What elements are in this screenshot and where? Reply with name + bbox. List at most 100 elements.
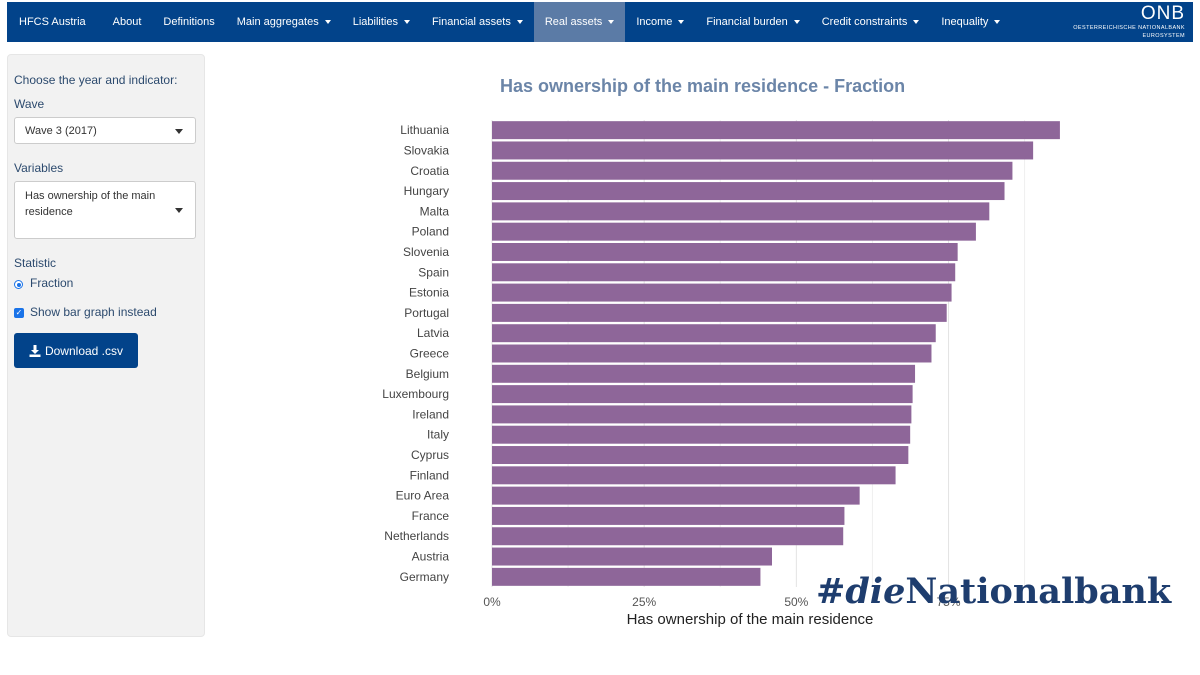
nav-item-financial-assets[interactable]: Financial assets	[421, 2, 534, 42]
sidebar-panel: Choose the year and indicator: Wave Wave…	[7, 54, 205, 637]
chevron-down-icon	[175, 129, 183, 134]
nav-item-label: Real assets	[544, 16, 603, 28]
x-tick-label: 0%	[483, 595, 501, 609]
bar-hungary	[492, 182, 1005, 201]
variables-label: Variables	[14, 161, 64, 175]
bar-germany	[492, 567, 761, 586]
nav-item-inequality[interactable]: Inequality	[930, 2, 1011, 42]
x-tick-label: 25%	[632, 595, 656, 609]
category-label: Spain	[418, 265, 449, 279]
onb-logo-mark: ONB	[1140, 3, 1185, 24]
category-label: Netherlands	[384, 529, 449, 543]
variables-select[interactable]: Has ownership of the main residence	[14, 181, 196, 239]
category-label: Croatia	[410, 164, 449, 178]
caret-down-icon	[403, 20, 410, 24]
category-label: Malta	[420, 204, 450, 218]
nav-item-label: Inequality	[941, 16, 989, 28]
nav-item-liabilities[interactable]: Liabilities	[342, 2, 421, 42]
bar-netherlands	[492, 527, 844, 546]
watermark-rest: Nationalbank	[905, 571, 1172, 612]
wave-select-value: Wave 3 (2017)	[25, 125, 97, 137]
watermark-prefix: #	[816, 571, 846, 612]
nav-item-main-aggregates[interactable]: Main aggregates	[226, 2, 342, 42]
category-label: Lithuania	[400, 123, 449, 137]
bar-euro-area	[492, 486, 860, 505]
watermark-italic: die	[845, 571, 906, 612]
sidebar-intro: Choose the year and indicator:	[14, 73, 178, 87]
caret-down-icon	[324, 20, 331, 24]
bar-portugal	[492, 303, 947, 322]
x-axis-title: Has ownership of the main residence	[627, 611, 874, 628]
nav-item-definitions[interactable]: Definitions	[152, 2, 225, 42]
category-label: Euro Area	[396, 489, 450, 503]
bar-ireland	[492, 405, 912, 424]
category-label: Latvia	[417, 326, 449, 340]
nav-item-financial-burden[interactable]: Financial burden	[695, 2, 810, 42]
category-label: France	[412, 509, 450, 523]
fraction-radio[interactable]	[14, 280, 23, 289]
nav-item-label: Liabilities	[352, 16, 398, 28]
category-label: Finland	[410, 468, 449, 482]
nav-item-label: Income	[636, 16, 673, 28]
top-navbar: HFCS Austria About Definitions Main aggreg…	[7, 2, 1193, 42]
nav-menu: About Definitions Main aggregates Liabiliti…	[102, 2, 1012, 42]
download-csv-label: Download .csv	[44, 343, 124, 358]
bar-slovenia	[492, 242, 958, 261]
caret-down-icon	[678, 20, 685, 24]
category-label: Greece	[410, 347, 450, 361]
bar-luxembourg	[492, 385, 913, 404]
nav-item-real-assets[interactable]: Real assets	[533, 2, 626, 42]
nav-brand[interactable]: HFCS Austria	[19, 16, 86, 28]
category-label: Slovakia	[404, 143, 450, 157]
bar-slovakia	[492, 141, 1034, 160]
bar-croatia	[492, 161, 1013, 180]
category-label: Hungary	[404, 184, 449, 198]
x-tick-label: 50%	[784, 595, 808, 609]
statistic-label: Statistic	[14, 256, 57, 270]
bar-belgium	[492, 364, 916, 383]
show-bar-checkbox[interactable]: ✓	[14, 308, 24, 318]
caret-down-icon	[608, 20, 615, 24]
category-label: Estonia	[409, 286, 449, 300]
nav-item-income[interactable]: Income	[625, 2, 695, 42]
category-label: Poland	[412, 225, 449, 239]
bar-latvia	[492, 324, 936, 343]
bar-austria	[492, 547, 772, 566]
category-label: Portugal	[404, 306, 449, 320]
nav-item-label: Financial assets	[431, 16, 511, 28]
nav-item-credit-constraints[interactable]: Credit constraints	[811, 2, 931, 42]
download-icon	[29, 344, 41, 357]
chart-title: Has ownership of the main residence - Fr…	[500, 76, 906, 96]
x-tick-label: 75%	[937, 595, 961, 609]
category-label: Austria	[412, 550, 450, 564]
nav-item-label: About	[112, 16, 142, 28]
nav-item-about[interactable]: About	[102, 2, 153, 42]
category-label: Luxembourg	[382, 387, 449, 401]
category-label: Ireland	[412, 407, 449, 421]
wave-select[interactable]: Wave 3 (2017)	[14, 117, 196, 144]
bar-finland	[492, 466, 896, 485]
nav-item-label: Main aggregates	[236, 16, 319, 28]
bar-cyprus	[492, 446, 909, 465]
caret-down-icon	[913, 20, 920, 24]
bar-spain	[492, 263, 956, 282]
bar-italy	[492, 425, 911, 444]
category-label: Germany	[400, 570, 449, 584]
onb-logo: ONB OESTERREICHISCHE NATIONALBANK EUROSY…	[1035, 4, 1185, 40]
nav-item-label: Definitions	[163, 16, 215, 28]
chevron-down-icon	[175, 208, 183, 213]
show-bar-label[interactable]: Show bar graph instead	[30, 305, 157, 319]
download-csv-button[interactable]: Download .csv	[14, 333, 138, 368]
hashtag-watermark: #dieNationalbank	[816, 570, 1171, 614]
category-label: Belgium	[406, 367, 449, 381]
caret-down-icon	[516, 20, 523, 24]
nav-item-label: Credit constraints	[821, 16, 908, 28]
bar-france	[492, 506, 845, 525]
caret-down-icon	[793, 20, 800, 24]
category-label: Italy	[427, 428, 449, 442]
bar-poland	[492, 222, 976, 241]
onb-logo-line1: OESTERREICHISCHE NATIONALBANK	[1073, 25, 1185, 31]
fraction-radio-label[interactable]: Fraction	[30, 276, 74, 290]
category-label: Slovenia	[403, 245, 449, 259]
